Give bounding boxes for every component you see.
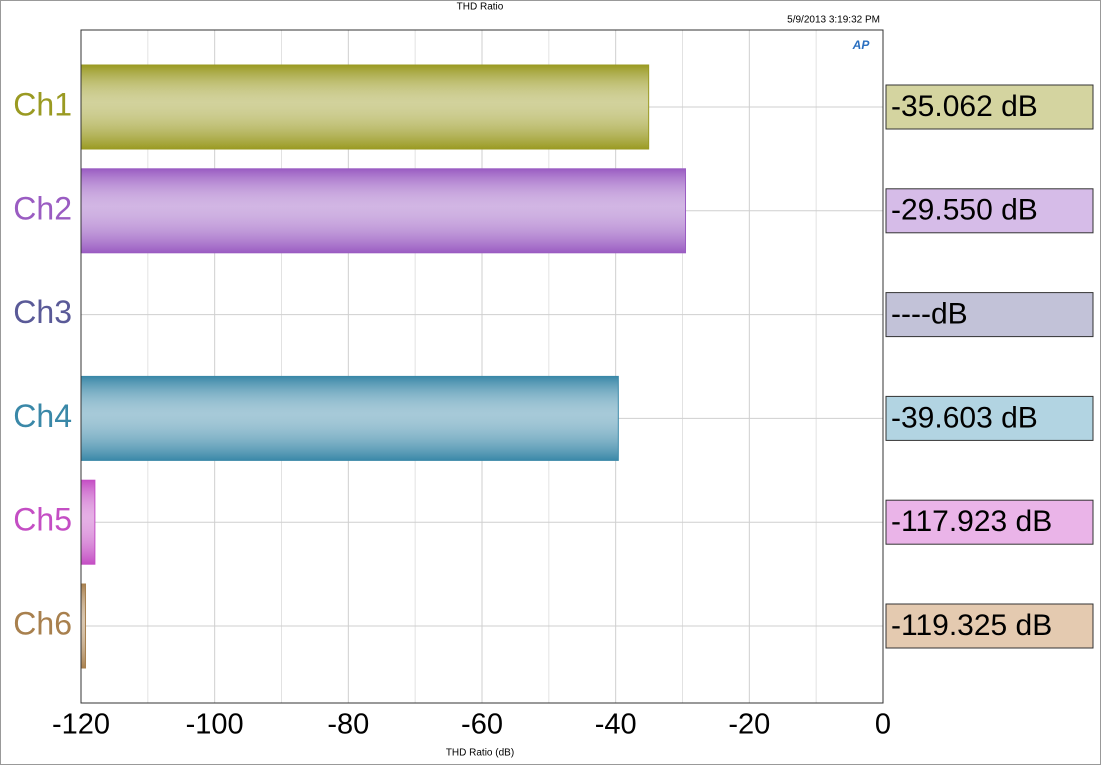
- x-tick-label: -20: [728, 709, 770, 741]
- value-label: -117.923 dB: [891, 505, 1052, 538]
- bar: [80, 168, 687, 254]
- value-box: [885, 84, 1094, 130]
- bar: [80, 375, 619, 461]
- value-box: [885, 499, 1094, 545]
- bar: [80, 479, 96, 565]
- chart-title: THD Ratio: [457, 2, 504, 13]
- value-label: -39.603 dB: [891, 401, 1038, 434]
- value-box: [885, 188, 1094, 234]
- x-tick-label: -80: [327, 709, 369, 741]
- plot-area: [80, 29, 884, 704]
- x-tick-label: -60: [461, 709, 503, 741]
- category-label: Ch2: [13, 190, 72, 226]
- value-label: -29.550 dB: [891, 194, 1038, 227]
- value-label: ----dB: [891, 298, 968, 331]
- value-label: -119.325 dB: [891, 609, 1052, 642]
- category-label: Ch5: [13, 502, 72, 538]
- bar: [80, 583, 87, 669]
- timestamp: 5/9/2013 3:19:32 PM: [787, 15, 880, 26]
- logo: AP: [852, 38, 871, 52]
- category-label: Ch6: [13, 605, 72, 641]
- x-axis-label: THD Ratio (dB): [446, 748, 514, 759]
- x-tick-label: -100: [186, 709, 244, 741]
- value-box: [885, 395, 1094, 441]
- x-tick-label: 0: [875, 709, 891, 741]
- category-label: Ch1: [13, 86, 72, 122]
- category-label: Ch3: [13, 294, 72, 330]
- category-label: Ch4: [13, 398, 72, 434]
- value-box: [885, 292, 1094, 338]
- x-tick-label: -120: [52, 709, 110, 741]
- value-box: [885, 603, 1094, 649]
- bar: [80, 64, 650, 150]
- value-label: -35.062 dB: [891, 90, 1038, 123]
- x-tick-label: -40: [595, 709, 637, 741]
